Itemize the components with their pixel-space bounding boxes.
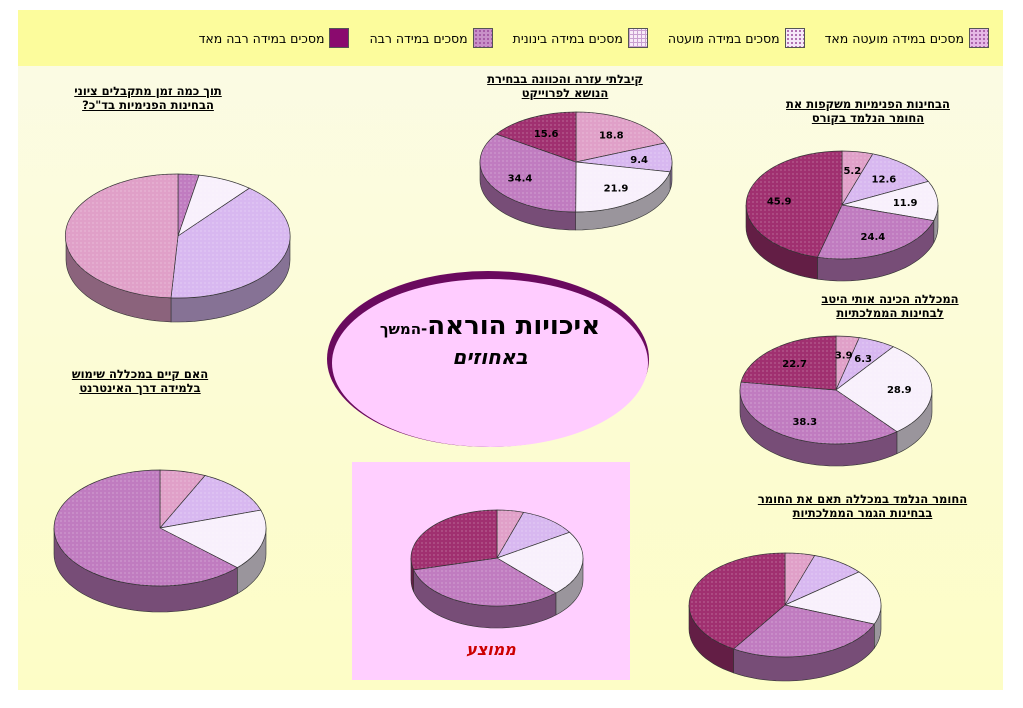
pie-slice-texture <box>785 571 881 625</box>
pie-data-label: 45.9 <box>767 196 792 207</box>
chart-title-exam-feedback-time: תוך כמה זמן מתקבלים ציוני הבחינות הפנימיו… <box>74 84 222 112</box>
center-title-cont: -המשך <box>379 320 428 338</box>
pie-slice-texture <box>842 151 873 205</box>
pie-slice-texture <box>576 112 665 162</box>
pie-slice-texture <box>54 470 238 586</box>
legend-item: מסכים במידה רבה מאד <box>199 28 350 48</box>
pie-data-label: 12.6 <box>872 174 897 185</box>
legend-swatch <box>784 28 805 48</box>
pie-chart-average <box>410 509 584 629</box>
legend-label: מסכים במידה מועטה <box>667 30 780 46</box>
pie-slice-texture <box>785 555 859 605</box>
pie-chart-internal-exams-transparency: 5.2 12.6 11.9 24.4 45.9 <box>745 150 939 282</box>
legend-swatch <box>329 28 350 48</box>
pie-slice-texture <box>497 532 583 593</box>
chart-title-internet-learning: האם קיים במכללה שימוש בלמידה דרך האינטרנט <box>71 367 209 395</box>
pie-slice-texture <box>171 188 291 299</box>
legend-label: מסכים במידה רבה <box>369 30 468 46</box>
pie-slice-texture <box>65 173 178 298</box>
legend-swatch <box>627 28 648 48</box>
pie-chart-exam-feedback-time <box>65 173 291 323</box>
legend-label: מסכים במידה רבה מאד <box>198 30 325 46</box>
pie-chart-internet-learning <box>53 469 267 613</box>
pie-slice-texture <box>741 336 836 390</box>
center-subtitle: באחוזים <box>452 345 528 369</box>
pie-slice-texture <box>160 475 261 528</box>
center-ellipse <box>327 271 649 447</box>
pie-data-label: 6.3 <box>854 354 872 365</box>
pie-data-label: 11.9 <box>893 198 918 209</box>
legend-label: מסכים במידה מועטה מאד <box>824 30 964 46</box>
legend-swatch <box>472 28 493 48</box>
pie-slice-texture <box>178 175 250 236</box>
legend-swatch <box>969 28 989 48</box>
pie-data-label: 18.8 <box>599 131 624 142</box>
pie-data-label: 5.2 <box>843 166 861 177</box>
pie-slice-texture <box>413 558 556 607</box>
center-title: איכויות הוראה-המשך באחוזים <box>340 312 640 371</box>
pie-chart-national-exams-prep: 3.9 6.3 28.9 38.3 22.7 <box>739 335 933 467</box>
pie-data-label: 38.3 <box>792 417 817 428</box>
pie-data-label: 22.7 <box>782 359 807 370</box>
pie-slice-texture <box>160 510 266 568</box>
pie-slice-texture <box>842 153 929 205</box>
pie-slice-texture <box>411 510 497 570</box>
pie-slice-texture <box>497 512 570 558</box>
pie-slice-texture <box>836 337 894 390</box>
legend-bar: מסכים במידה מועטה מאד מסכים במידה מועטה … <box>18 10 1003 66</box>
chart-title-material-alignment: החומר הנלמד במכללה תאם את החומר בבחינות ה… <box>757 492 968 520</box>
pie-slice-texture <box>479 134 576 212</box>
pie-slice-texture <box>733 605 875 657</box>
chart-title-internal-exams-transparency: הבחינות הפנימיות משקפות את החומר הנלמד בק… <box>786 97 950 125</box>
pie-data-label: 24.4 <box>861 232 886 243</box>
pie-slice-texture <box>817 205 934 259</box>
pie-chart-project-help: 18.8 9.4 21.9 34.4 15.6 <box>479 111 673 231</box>
legend-item: מסכים במידה בינונית <box>513 28 648 48</box>
pie-slice-texture <box>496 112 576 162</box>
legend-item: מסכים במידה רבה <box>369 28 493 48</box>
center-title-main: איכויות הוראה <box>427 311 601 341</box>
pie-slice-texture <box>689 553 785 649</box>
pie-slice-texture <box>576 143 673 172</box>
chart-title-project-help: קיבלתי עזרה והכוונה בבחירת הנושא לפרוייקט <box>487 72 643 100</box>
chart-title-national-exams-prep: המכללה הכינה אותי היטב לבחינות הממלכתיות <box>821 292 959 320</box>
pie-data-label: 21.9 <box>604 184 629 195</box>
pie-data-label: 3.9 <box>835 351 853 362</box>
pie-data-label: 9.4 <box>630 155 648 166</box>
average-label: ממוצע <box>466 640 516 659</box>
pie-data-label: 34.4 <box>508 174 533 185</box>
pie-slice-texture <box>575 162 671 213</box>
pie-chart-material-alignment <box>688 552 882 682</box>
pie-slice-texture <box>836 346 932 432</box>
pie-slice-texture <box>842 181 938 221</box>
legend-item: מסכים במידה מועטה מאד <box>825 28 989 48</box>
pie-slice-texture <box>746 151 842 258</box>
pie-slice-texture <box>739 382 897 444</box>
legend-label: מסכים במידה בינונית <box>512 30 623 46</box>
pie-slice-texture <box>160 470 206 528</box>
pie-data-label: 28.9 <box>887 385 912 396</box>
legend-item: מסכים במידה מועטה <box>668 28 805 48</box>
pie-data-label: 15.6 <box>534 129 559 140</box>
